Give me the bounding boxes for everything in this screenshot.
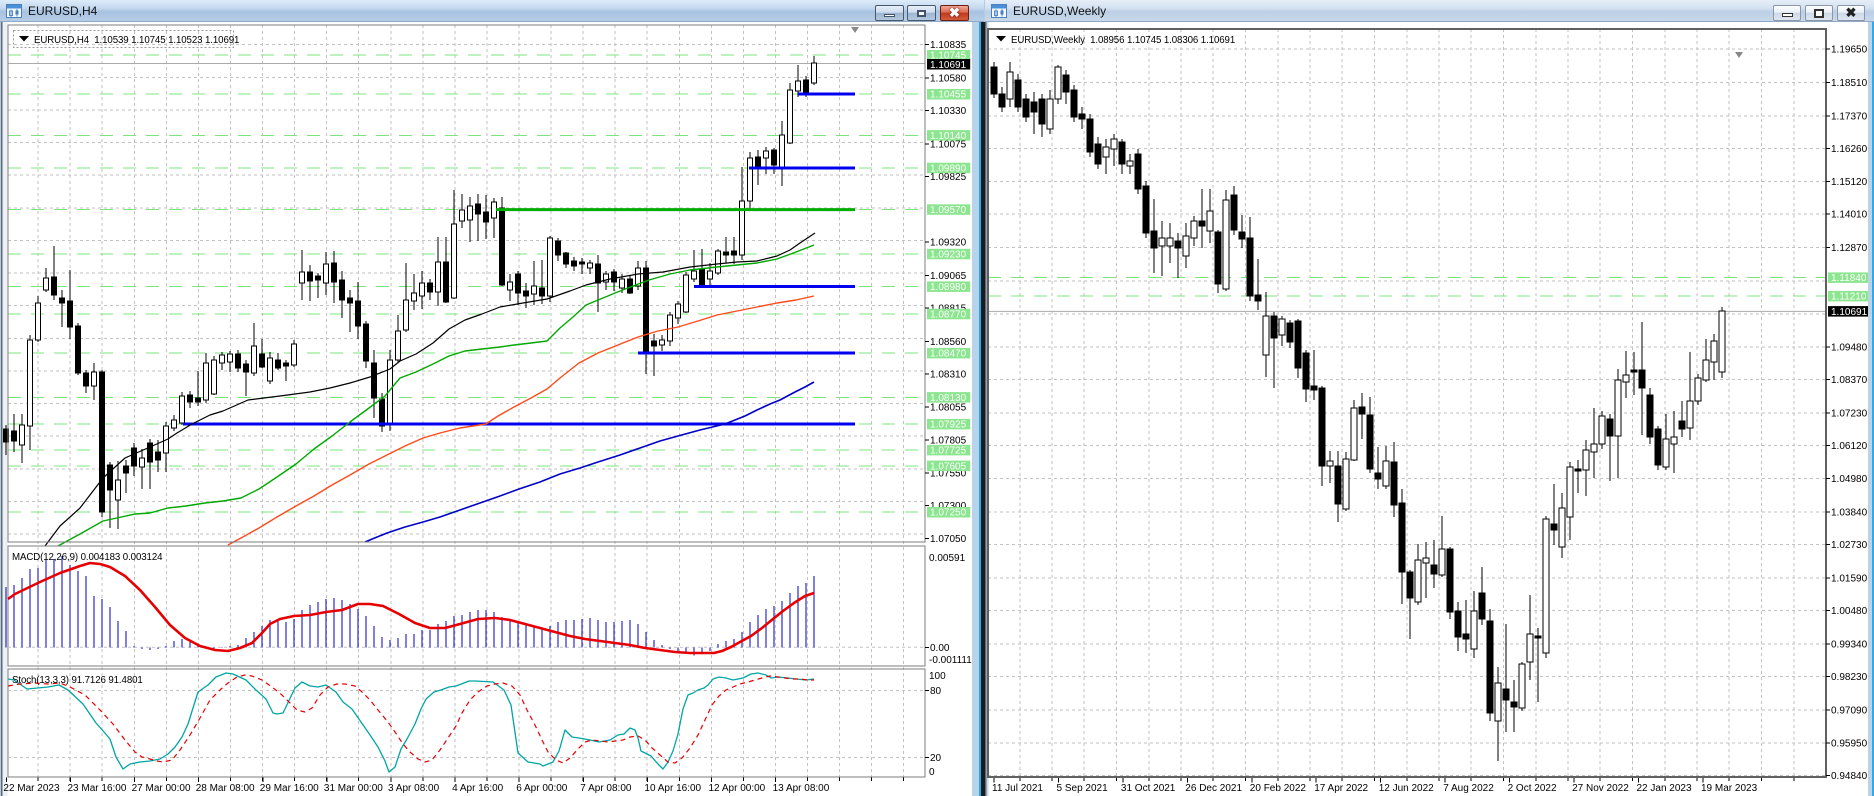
svg-text:1.10835: 1.10835 [930, 40, 967, 51]
svg-text:0.97090: 0.97090 [1831, 705, 1868, 716]
svg-text:29 Mar 16:00: 29 Mar 16:00 [260, 783, 319, 794]
svg-text:1.08770: 1.08770 [930, 310, 967, 321]
svg-text:1.03840: 1.03840 [1831, 508, 1868, 519]
svg-text:1.07250: 1.07250 [930, 508, 967, 519]
svg-text:1.16260: 1.16260 [1831, 144, 1868, 155]
svg-text:1.10580: 1.10580 [930, 73, 967, 84]
svg-text:12 Jun 2022: 12 Jun 2022 [1379, 783, 1434, 794]
svg-text:1.19650: 1.19650 [1831, 45, 1868, 56]
svg-text:1.01590: 1.01590 [1831, 574, 1868, 585]
svg-text:1.15120: 1.15120 [1831, 177, 1868, 188]
svg-text:10 Apr 16:00: 10 Apr 16:00 [644, 783, 701, 794]
svg-text:1.18510: 1.18510 [1831, 78, 1868, 89]
svg-text:1.08470: 1.08470 [930, 349, 967, 360]
svg-text:1.10075: 1.10075 [930, 139, 967, 150]
svg-text:1.08560: 1.08560 [930, 337, 967, 348]
svg-text:26 Dec 2021: 26 Dec 2021 [1185, 783, 1242, 794]
svg-text:23 Mar 16:00: 23 Mar 16:00 [68, 783, 127, 794]
svg-text:MACD(12,26,9) 0.004183 0.00312: MACD(12,26,9) 0.004183 0.003124 [12, 552, 163, 563]
svg-text:1.08055: 1.08055 [930, 403, 967, 414]
svg-text:1.10691: 1.10691 [930, 60, 967, 71]
svg-text:0.00591: 0.00591 [929, 553, 966, 564]
svg-text:31 Oct 2021: 31 Oct 2021 [1121, 783, 1176, 794]
svg-text:0: 0 [929, 767, 935, 778]
svg-text:1.07725: 1.07725 [930, 446, 967, 457]
svg-text:Stoch(13,3,3) 91.7126 91.4801: Stoch(13,3,3) 91.7126 91.4801 [12, 675, 143, 686]
svg-text:1.07805: 1.07805 [930, 435, 967, 446]
svg-text:1.08370: 1.08370 [1831, 375, 1868, 386]
svg-text:EURUSD,H4 1.10539 1.10745 1.1: EURUSD,H4 1.10539 1.10745 1.10523 1.1069… [34, 35, 239, 46]
svg-text:1.00480: 1.00480 [1831, 606, 1868, 617]
svg-text:31 Mar 00:00: 31 Mar 00:00 [324, 783, 383, 794]
svg-text:1.08130: 1.08130 [930, 393, 967, 404]
svg-text:1.10745: 1.10745 [930, 51, 967, 62]
svg-text:11 Jul 2021: 11 Jul 2021 [992, 783, 1043, 794]
svg-text:1.14010: 1.14010 [1831, 210, 1868, 221]
svg-text:1.09480: 1.09480 [1831, 342, 1868, 353]
svg-text:1.07300: 1.07300 [930, 501, 967, 512]
svg-text:12 Apr 00:00: 12 Apr 00:00 [709, 783, 766, 794]
svg-text:28 Mar 08:00: 28 Mar 08:00 [196, 783, 255, 794]
svg-text:1.07230: 1.07230 [1831, 408, 1868, 419]
svg-text:13 Apr 08:00: 13 Apr 08:00 [773, 783, 830, 794]
svg-text:19 Mar 2023: 19 Mar 2023 [1701, 783, 1758, 794]
svg-text:0.94840: 0.94840 [1831, 771, 1868, 782]
svg-text:1.11210: 1.11210 [1831, 292, 1867, 303]
svg-text:1.07605: 1.07605 [930, 461, 967, 472]
svg-text:27 Nov 2022: 27 Nov 2022 [1572, 783, 1629, 794]
svg-text:1.07050: 1.07050 [930, 534, 967, 545]
svg-text:5 Sep 2021: 5 Sep 2021 [1057, 783, 1109, 794]
svg-text:1.09065: 1.09065 [930, 271, 967, 282]
svg-text:1.17370: 1.17370 [1831, 111, 1868, 122]
svg-text:20: 20 [930, 753, 942, 764]
svg-text:1.02730: 1.02730 [1831, 540, 1868, 551]
svg-text:1.07550: 1.07550 [930, 469, 967, 480]
svg-text:6 Apr 00:00: 6 Apr 00:00 [516, 783, 568, 794]
svg-text:2 Oct 2022: 2 Oct 2022 [1508, 783, 1557, 794]
svg-text:1.04980: 1.04980 [1831, 474, 1868, 485]
svg-text:22 Jan 2023: 22 Jan 2023 [1637, 783, 1692, 794]
svg-text:0.00: 0.00 [930, 643, 950, 654]
svg-text:20 Feb 2022: 20 Feb 2022 [1250, 783, 1307, 794]
svg-text:1.09570: 1.09570 [930, 205, 967, 216]
svg-text:1.10455: 1.10455 [930, 90, 967, 101]
svg-text:0.95950: 0.95950 [1831, 739, 1868, 750]
svg-text:1.12870: 1.12870 [1831, 243, 1868, 254]
svg-text:-0.001111: -0.001111 [929, 655, 972, 666]
svg-text:100: 100 [929, 671, 946, 682]
svg-text:27 Mar 00:00: 27 Mar 00:00 [132, 783, 191, 794]
svg-text:1.09320: 1.09320 [930, 238, 967, 249]
svg-text:1.09230: 1.09230 [930, 250, 967, 261]
svg-text:17 Apr 2022: 17 Apr 2022 [1314, 783, 1368, 794]
svg-text:1.10140: 1.10140 [930, 131, 967, 142]
svg-text:1.07925: 1.07925 [930, 420, 967, 431]
svg-text:4 Apr 16:00: 4 Apr 16:00 [452, 783, 504, 794]
svg-text:0.99340: 0.99340 [1831, 639, 1868, 650]
svg-text:22 Mar 2023: 22 Mar 2023 [3, 783, 60, 794]
svg-text:EURUSD,Weekly 1.08956 1.10745: EURUSD,Weekly 1.08956 1.10745 1.08306 1.… [1011, 35, 1235, 46]
svg-text:1.06120: 1.06120 [1831, 441, 1868, 452]
svg-text:7 Aug 2022: 7 Aug 2022 [1443, 783, 1494, 794]
svg-text:0.98230: 0.98230 [1831, 672, 1868, 683]
svg-text:1.10330: 1.10330 [930, 106, 967, 117]
svg-text:1.11840: 1.11840 [1831, 273, 1867, 284]
svg-text:3 Apr 08:00: 3 Apr 08:00 [388, 783, 440, 794]
svg-text:7 Apr 08:00: 7 Apr 08:00 [580, 783, 632, 794]
svg-text:1.08980: 1.08980 [930, 282, 967, 293]
svg-text:1.08310: 1.08310 [930, 370, 967, 381]
svg-text:1.10691: 1.10691 [1831, 307, 1868, 318]
svg-text:80: 80 [930, 686, 942, 697]
svg-text:1.09890: 1.09890 [930, 163, 967, 174]
svg-text:1.09825: 1.09825 [930, 172, 967, 183]
